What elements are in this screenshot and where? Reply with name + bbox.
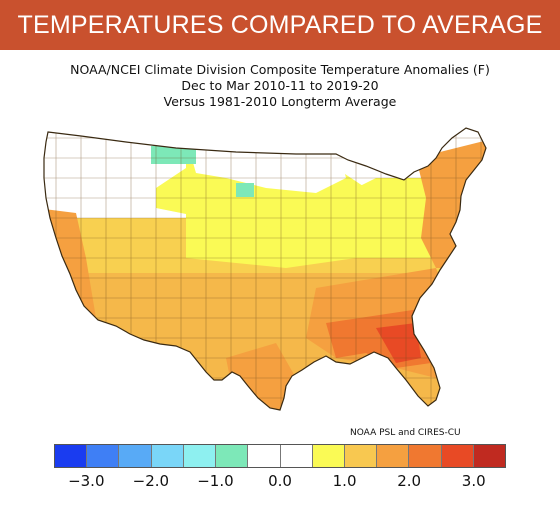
colorbar-ticks: −3.0 −2.0 −1.0 0.0 1.0 2.0 3.0 <box>54 472 506 496</box>
colorbar-swatch <box>119 445 152 467</box>
colorbar-tick-label: 3.0 <box>461 472 486 490</box>
us-anomaly-map <box>36 118 526 418</box>
colorbar-swatch <box>280 445 313 467</box>
us-map-svg <box>43 127 487 411</box>
map-title-line-1: NOAA/NCEI Climate Division Composite Tem… <box>70 62 490 77</box>
map-title-block: NOAA/NCEI Climate Division Composite Tem… <box>0 62 560 110</box>
map-title-line-2: Dec to Mar 2010-11 to 2019-20 <box>181 78 379 93</box>
colorbar-swatch <box>473 445 506 467</box>
colorbar-swatch <box>441 445 474 467</box>
colorbar-tick-label: −2.0 <box>132 472 170 490</box>
colorbar-swatch <box>248 445 281 467</box>
colorbar-tick-label: 0.0 <box>268 472 292 490</box>
colorbar-swatch <box>55 445 88 467</box>
colorbar-tick-label: 1.0 <box>332 472 357 490</box>
colorbar-swatch <box>183 445 217 467</box>
colorbar-swatch <box>409 445 442 467</box>
colorbar-swatch <box>344 445 378 467</box>
colorbar-swatch <box>216 445 249 467</box>
colorbar-tick-label: 2.0 <box>397 472 422 490</box>
title-banner: TEMPERATURES COMPARED TO AVERAGE <box>0 0 560 50</box>
colorbar-swatch <box>87 445 120 467</box>
map-title-line-3: Versus 1981-2010 Longterm Average <box>163 94 397 109</box>
colorbar-tick-label: −1.0 <box>197 472 234 490</box>
banner-title: TEMPERATURES COMPARED TO AVERAGE <box>17 10 543 39</box>
colorbar-swatch <box>312 445 345 467</box>
colorbar-tick-label: −3.0 <box>68 472 105 490</box>
colorbar-swatch <box>151 445 184 467</box>
colorbar-swatch <box>377 445 410 467</box>
colorbar <box>54 444 506 468</box>
map-credit: NOAA PSL and CIRES-CU <box>350 428 461 438</box>
